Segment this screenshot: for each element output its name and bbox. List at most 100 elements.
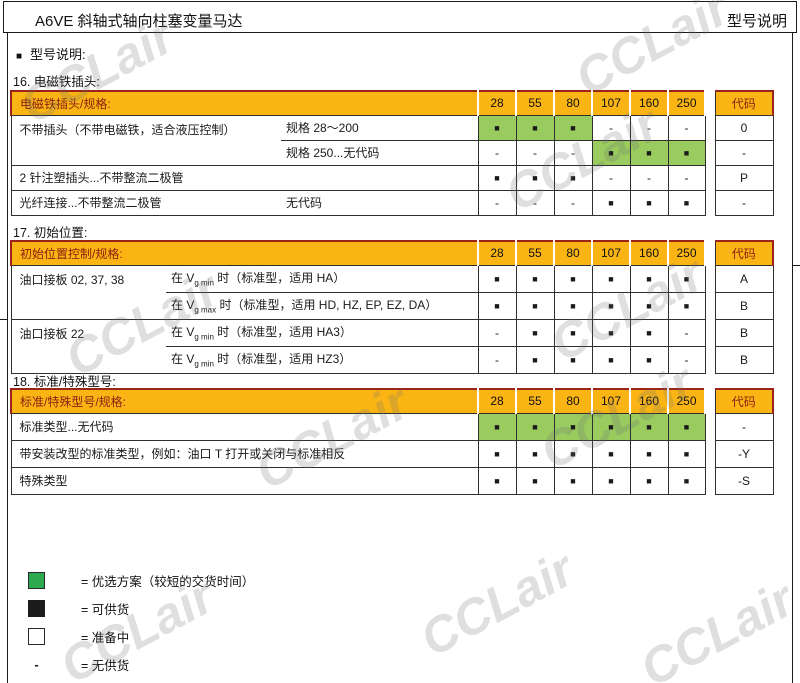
column-header-label: 初始位置控制/规格:: [9, 240, 480, 266]
spec-cell: ■: [477, 164, 517, 191]
spec-cell: ■: [591, 189, 631, 216]
row-subdescription: 在 Vg min 时（标准型，适用 HZ3）: [166, 345, 479, 374]
row-subdescription: 规格 28～200: [281, 114, 479, 141]
row-subdescription: 在 Vg min 时（标准型，适用 HA3）: [166, 318, 479, 347]
column-header-label: 电磁铁插头/规格:: [9, 90, 480, 116]
sub-post: 时（标准型，适用 HA3）: [213, 325, 352, 340]
table-row: 油口接板 02, 37, 38 在 Vg min 时（标准型，适用 HA） ■ …: [10, 264, 774, 320]
vg-subscript: g max: [194, 305, 217, 315]
spec-cell: ■: [629, 291, 669, 320]
spec-cell: -: [553, 189, 593, 216]
spec-cell: -: [667, 114, 706, 141]
spec-cell: -: [667, 345, 706, 374]
page-section-label: 型号说明: [726, 13, 787, 30]
spec-cell: ■: [667, 291, 706, 320]
sub-post: 时（标准型，适用 HD, HZ, EP, EZ, DA）: [216, 298, 438, 313]
row-subdescription: 规格 250...无代码: [281, 139, 479, 166]
spec-cell: ■: [515, 345, 555, 374]
column-gap: [705, 140, 715, 165]
spec-cell: -: [629, 114, 669, 141]
table-row: 光纤连接...不带整流二极管 无代码 - - - ■ ■ ■ -: [10, 189, 774, 216]
column-gap: [705, 241, 715, 265]
spec-cell: ■: [553, 466, 593, 495]
table-header-row: 电磁铁插头/规格: 28 55 80 107 160 250 代码: [9, 90, 775, 116]
spec-cell: ■: [629, 466, 669, 495]
column-header-size: 28: [477, 90, 518, 116]
legend-item-available: = 可供货: [28, 600, 254, 617]
code-cell: B: [714, 291, 774, 320]
column-header-size: 107: [591, 388, 631, 414]
column-gap: [705, 265, 715, 292]
column-header-size: 55: [515, 240, 556, 266]
spec-cell: ■: [667, 264, 706, 293]
column-header-size: 55: [515, 388, 555, 414]
spec-cell: ■: [667, 189, 706, 216]
code-cell: B: [714, 345, 774, 374]
spec-cell: -: [515, 189, 555, 216]
column-header-size: 250: [667, 388, 706, 414]
table-standard-special: 标准/特殊型号/规格: 28 55 80 107 160 250 代码 标准类型…: [10, 388, 774, 495]
column-gap: [705, 319, 715, 346]
table-row: 带安装改型的标准类型，例如：油口 T 打开或关闭与标准相反 ■ ■ ■ ■ ■ …: [10, 439, 774, 468]
row-description: 油口接板 22: [10, 318, 166, 374]
column-gap: [705, 346, 715, 373]
table-header-row: 初始位置控制/规格: 28 55 80 107 160 250 代码: [9, 240, 775, 266]
spec-cell: ■: [553, 412, 593, 441]
vg-subscript: g min: [194, 332, 214, 342]
code-cell: -S: [714, 466, 774, 495]
spec-cell: ■: [591, 345, 631, 374]
spec-cell: ■: [477, 439, 517, 468]
row-description: 光纤连接...不带整流二极管: [10, 189, 281, 216]
legend-item-preferred: = 优选方案（较短的交货时间）: [28, 572, 254, 589]
spec-cell: ■: [629, 189, 669, 216]
table-row: 油口接板 22 在 Vg min 时（标准型，适用 HA3） - ■ ■ ■ ■…: [10, 318, 774, 374]
spec-cell: ■: [629, 439, 669, 468]
spec-cell: ■: [591, 412, 631, 441]
spec-cell: -: [477, 189, 517, 216]
row-description: 特殊类型: [10, 466, 478, 495]
column-gap: [705, 91, 715, 115]
spec-cell: ■: [553, 291, 593, 320]
column-gap: [705, 413, 715, 440]
spec-cell: ■: [515, 318, 555, 347]
sub-post: 时（标准型，适用 HZ3）: [213, 352, 352, 367]
spec-cell: ■: [667, 439, 706, 468]
column-gap: [705, 190, 715, 215]
legend-text: = 可供货: [81, 603, 130, 617]
spec-cell: ■: [667, 412, 706, 441]
page-header: A6VE 斜轴式轴向柱塞变量马达 型号说明: [3, 1, 797, 33]
code-cell: P: [714, 164, 774, 191]
sub-pre: 在 V: [171, 298, 195, 313]
row-description: 油口接板 02, 37, 38: [10, 264, 166, 320]
row-subdescription: 在 Vg max 时（标准型，适用 HD, HZ, EP, EZ, DA）: [166, 291, 479, 320]
page-left-border: [7, 33, 8, 683]
sub-pre: 在 V: [171, 271, 195, 286]
column-header-size: 80: [553, 90, 594, 116]
column-gap: [705, 440, 715, 467]
spec-cell: -: [591, 114, 631, 141]
spec-cell: -: [591, 164, 631, 191]
sub-pre: 在 V: [171, 352, 195, 367]
spec-cell: -: [629, 164, 669, 191]
column-header-size: 160: [629, 388, 669, 414]
spec-cell: ■: [629, 345, 669, 374]
column-gap: [705, 165, 715, 190]
spec-cell: -: [667, 318, 706, 347]
spec-cell: ■: [515, 412, 555, 441]
column-header-size: 80: [553, 240, 594, 266]
table-row: 标准类型...无代码 ■ ■ ■ ■ ■ ■ -: [10, 412, 774, 441]
column-gap: [705, 115, 715, 140]
section-16-label: 16. 电磁铁插头:: [13, 75, 100, 89]
spec-cell: ■: [553, 439, 593, 468]
spec-cell: -: [667, 164, 706, 191]
spec-cell: ■: [591, 439, 631, 468]
column-header-size: 160: [629, 240, 670, 266]
column-header-size: 250: [667, 240, 707, 266]
column-header-size: 107: [591, 90, 632, 116]
spec-cell: ■: [591, 466, 631, 495]
spec-cell: ■: [553, 264, 593, 293]
spec-cell: ■: [515, 466, 555, 495]
table-row: 在 Vg max 时（标准型，适用 HD, HZ, EP, EZ, DA） ■ …: [11, 291, 774, 320]
spec-cell: -: [477, 318, 517, 347]
